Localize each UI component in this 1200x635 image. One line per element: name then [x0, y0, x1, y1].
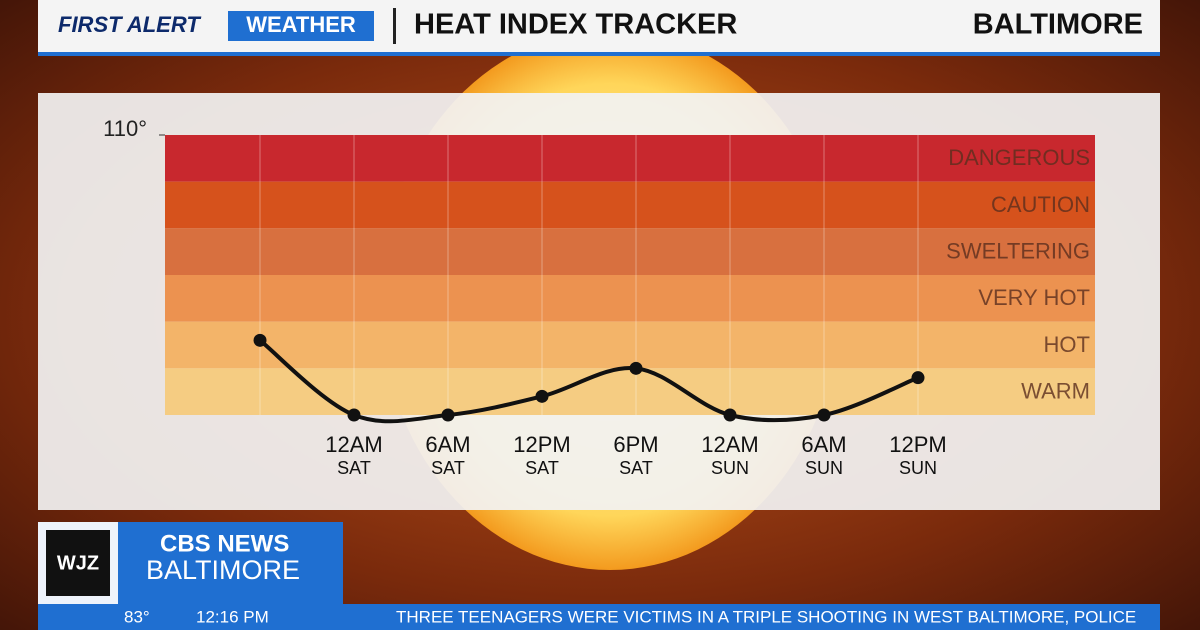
header-divider [393, 8, 396, 44]
band-label: SWELTERING [946, 238, 1090, 263]
chart: DANGEROUS CAUTION SWELTERING VERY HOT HOT WAR… [103, 116, 1095, 478]
band-label: WARM [1021, 378, 1090, 403]
band [165, 228, 1095, 275]
band-label: CAUTION [991, 192, 1090, 217]
station-badge [46, 530, 110, 596]
point [817, 408, 831, 422]
point [629, 361, 643, 375]
ticker: THREE TEENAGERS WERE VICTIMS IN A TRIPLE… [396, 607, 1136, 626]
point [253, 333, 267, 347]
band [165, 321, 1095, 369]
brand-box [228, 11, 374, 41]
x-tick-sublabel: SUN [899, 458, 937, 478]
x-tick-sublabel: SAT [337, 458, 371, 478]
ticker-bar [38, 604, 1160, 630]
header-title: HEAT INDEX TRACKER [414, 9, 737, 41]
network-box [118, 522, 343, 604]
time: 12:16 PM [196, 607, 269, 626]
point [911, 371, 925, 385]
band-label: VERY HOT [978, 285, 1090, 310]
band [165, 368, 1095, 415]
header-location: BALTIMORE [973, 9, 1143, 41]
brand-first: FIRST ALERT [58, 12, 201, 37]
header-rule [38, 52, 1160, 56]
x-tick-label: 12AM [325, 432, 382, 457]
y-tick-label: 110° [103, 116, 147, 141]
point [347, 408, 361, 422]
temperature: 83° [124, 607, 150, 626]
point [723, 408, 737, 422]
x-tick-label: 12PM [889, 432, 946, 457]
point [441, 408, 455, 422]
x-tick-sublabel: SAT [525, 458, 559, 478]
band-label: DANGEROUS [948, 145, 1090, 170]
city: BALTIMORE [146, 555, 300, 585]
x-tick-sublabel: SUN [805, 458, 843, 478]
x-tick-label: 12AM [701, 432, 758, 457]
station: WJZ [57, 552, 99, 574]
header-bar [38, 0, 1160, 54]
x-tick-sublabel: SAT [431, 458, 465, 478]
brand-second: WEATHER [246, 12, 356, 37]
x-tick-sublabel: SUN [711, 458, 749, 478]
x-tick-label: 6PM [613, 432, 658, 457]
band [165, 135, 1095, 182]
band [165, 181, 1095, 229]
x-tick-label: 6AM [801, 432, 846, 457]
x-tick-label: 6AM [425, 432, 470, 457]
point [535, 389, 549, 403]
x-tick-sublabel: SAT [619, 458, 653, 478]
band-label: HOT [1044, 332, 1090, 357]
band [165, 275, 1095, 322]
x-tick-label: 12PM [513, 432, 570, 457]
network: CBS NEWS [160, 530, 289, 557]
